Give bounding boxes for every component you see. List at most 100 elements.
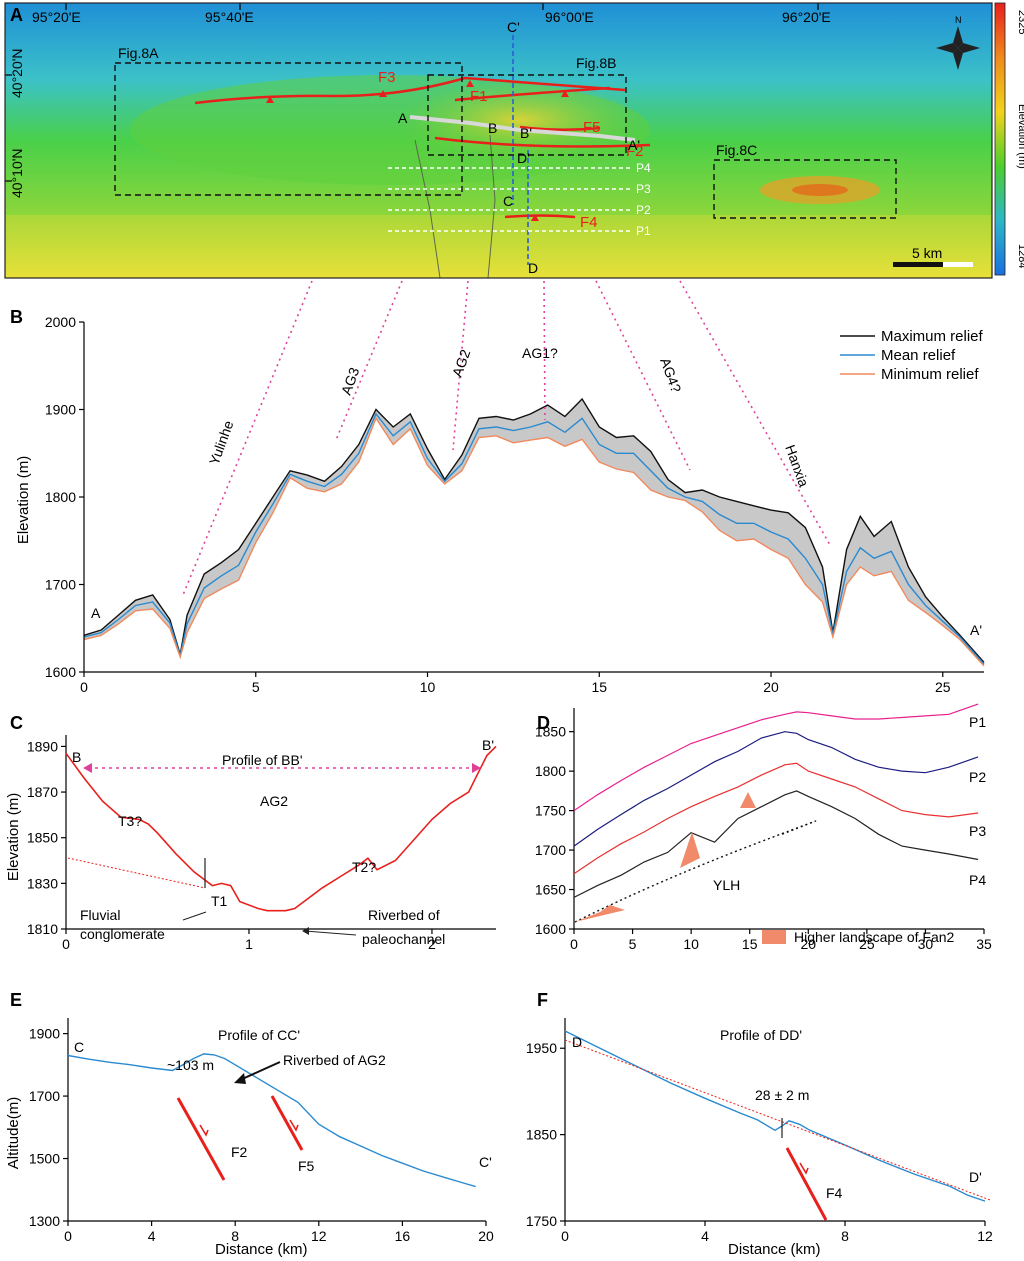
y-tick-label: 1810: [27, 921, 58, 937]
ylabel-e: Altitude(m): [5, 1097, 22, 1170]
box-fig8a: [114, 62, 463, 196]
x-tick-label: 0: [64, 1228, 72, 1244]
north-arrow-icon: N: [936, 15, 980, 70]
x-tick-label: 16: [395, 1228, 411, 1244]
profile-bb-line: [65, 745, 497, 912]
title-c: Profile of BB': [222, 752, 303, 768]
x-tick-label: 4: [148, 1228, 156, 1244]
point-b: B: [488, 120, 497, 136]
panel-label-c: C: [10, 713, 23, 733]
fault-f1: F1: [470, 88, 488, 105]
title-e: Profile of CC': [218, 1027, 300, 1043]
y-tick-label: 1800: [535, 763, 566, 779]
x-tick-label: 12: [977, 1228, 993, 1244]
profile-dd-line: [564, 1030, 986, 1202]
y-tick-label: 1700: [29, 1088, 60, 1104]
endpoint-c: C: [74, 1039, 84, 1055]
panel-label-a: A: [10, 5, 23, 25]
y-tick-label: 1850: [27, 830, 58, 846]
legend-min: Minimum relief: [881, 366, 979, 383]
fan2-fill: [680, 832, 700, 868]
ann-t3: T3?: [118, 813, 142, 829]
p2-label: P2: [636, 203, 651, 217]
legend-mean: Mean relief: [881, 347, 956, 364]
fault-f2: F2: [626, 143, 644, 160]
fault-f3: F3: [378, 69, 396, 86]
y-tick-label: 1750: [535, 803, 566, 819]
box-label-fig8a: Fig.8A: [118, 45, 159, 61]
box-label-fig8c: Fig.8C: [716, 142, 757, 158]
y-tick-label: 1870: [27, 784, 58, 800]
series-p4: [573, 790, 979, 898]
endpoint-a-prime: A': [970, 622, 982, 638]
y-tick-label: 1850: [526, 1127, 557, 1143]
point-d: D: [528, 260, 538, 276]
y-tick-label: 1800: [45, 489, 76, 505]
series-minimum-relief: [83, 416, 985, 667]
x-tick-label: 15: [742, 936, 758, 952]
ann-fluvial-2: conglomerate: [80, 926, 165, 942]
y-tick-label: 1500: [29, 1151, 60, 1167]
lat-tick-1: 40°20'N: [9, 48, 25, 98]
y-tick-label: 1650: [535, 882, 566, 898]
fault-f4: F4: [580, 214, 598, 231]
x-tick-label: 12: [311, 1228, 327, 1244]
y-tick-label: 1700: [535, 842, 566, 858]
y-tick-label: 1830: [27, 875, 58, 891]
ann-riverbed-1: Riverbed of: [368, 907, 440, 923]
x-tick-label: 5: [629, 936, 637, 952]
panel-label-e: E: [10, 990, 22, 1010]
legend-b: Maximum relief Mean relief Minimum relie…: [840, 328, 984, 383]
y-tick-label: 1900: [45, 402, 76, 418]
profile-aa: [409, 115, 636, 142]
ann-28m: 28 ± 2 m: [755, 1087, 809, 1103]
y-tick-label: 1300: [29, 1213, 60, 1229]
panel-a-map: A 95°20'E 95°40'E 96°00'E 96°20'E 40°20'…: [4, 2, 1024, 279]
x-tick-label: 25: [859, 936, 875, 952]
d-p4: P4: [969, 872, 986, 888]
colorbar-max: 2325: [1016, 10, 1024, 34]
legend-fan2-swatch: [762, 930, 786, 944]
ann-riverbed-ag2: Riverbed of AG2: [283, 1052, 386, 1068]
colorbar-title: Elevation (m): [1016, 104, 1024, 169]
ann-hanxia: Hanxia: [782, 443, 812, 490]
ylabel-b: Elevation (m): [15, 456, 32, 544]
series-p3: [573, 762, 979, 875]
y-tick-label: 1890: [27, 738, 58, 754]
ann-ag2: AG2: [449, 347, 474, 379]
y-tick-label: 1600: [45, 664, 76, 680]
scale-bar: 5 km: [893, 245, 973, 267]
x-tick-label: 0: [561, 1228, 569, 1244]
y-tick-label: 1750: [526, 1213, 557, 1229]
x-tick-label: 4: [701, 1228, 709, 1244]
point-a: A: [398, 110, 408, 126]
ann-f5: F5: [298, 1158, 315, 1174]
panel-b: B 0 5 10 15 20 25 1600 1700 1800 1900 2000 Yulinhe…: [10, 280, 985, 695]
lon-tick-4: 96°20'E: [782, 9, 831, 25]
d-p2: P2: [969, 769, 986, 785]
x-tick-label: 10: [420, 679, 436, 695]
lon-tick-1: 95°20'E: [32, 9, 81, 25]
y-tick-label: 1600: [535, 921, 566, 937]
x-tick-label: 20: [800, 936, 816, 952]
y-tick-label: 1900: [29, 1026, 60, 1042]
ann-t1: T1: [211, 893, 228, 909]
x-tick-label: 5: [252, 679, 260, 695]
ann-ag1: AG1?: [522, 345, 558, 361]
point-b-prime: B': [520, 125, 532, 141]
ann-t2: T2?: [352, 859, 376, 875]
profile-cc-line: [67, 1053, 476, 1188]
ann-fluvial-1: Fluvial: [80, 907, 120, 923]
x-tick-label: 25: [935, 679, 951, 695]
endpoint-c-prime: C': [479, 1154, 492, 1170]
ann-ag4: AG4?: [657, 356, 684, 395]
colorbar-min: 1284: [1016, 244, 1024, 268]
xlabel-e: Distance (km): [215, 1241, 308, 1258]
ann-c-ag2: AG2: [260, 793, 288, 809]
endpoint-b-prime: B': [482, 737, 494, 753]
y-tick-label: 2000: [45, 314, 76, 330]
lon-tick-2: 95°40'E: [205, 9, 254, 25]
x-tick-label: 0: [62, 936, 70, 952]
